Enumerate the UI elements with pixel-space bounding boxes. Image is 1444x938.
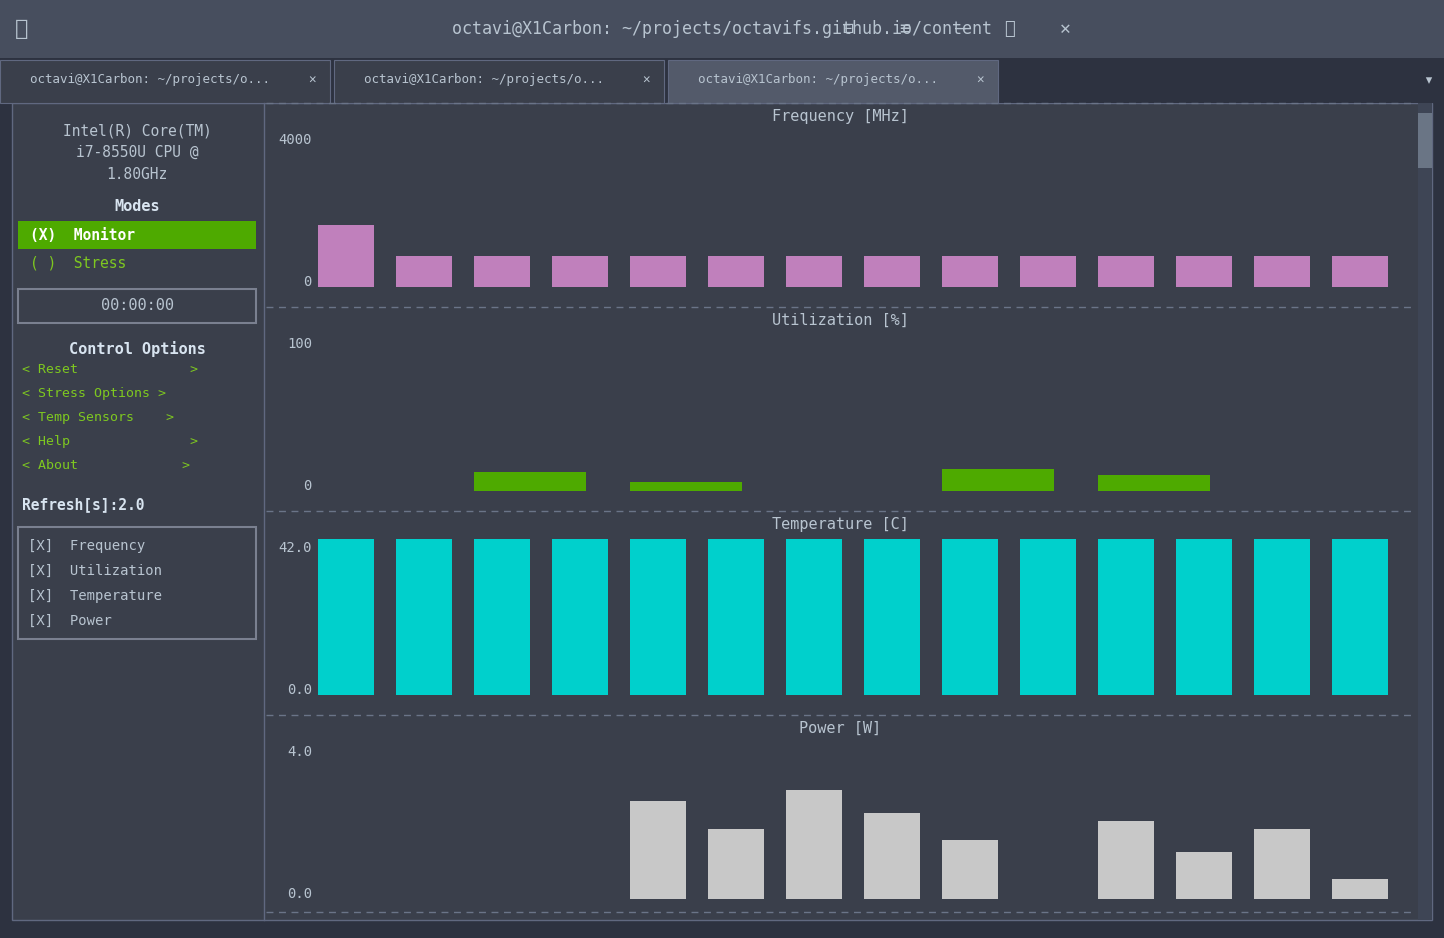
Bar	[318, 539, 374, 695]
Text: ( )  Stress: ( ) Stress	[30, 255, 126, 270]
Text: [X]  Frequency: [X] Frequency	[27, 539, 146, 553]
Bar	[669, 60, 998, 103]
Text: ▾: ▾	[1422, 71, 1432, 89]
Text: ✕: ✕	[976, 73, 983, 86]
Text: Utilization [%]: Utilization [%]	[771, 313, 908, 328]
Text: [X]  Temperature: [X] Temperature	[27, 589, 162, 603]
Text: < Help               >: < Help >	[22, 435, 198, 448]
Text: [X]  Utilization: [X] Utilization	[27, 564, 162, 578]
Bar	[864, 813, 920, 899]
Bar	[1253, 829, 1310, 899]
Text: < Reset              >: < Reset >	[22, 363, 198, 376]
Bar	[708, 539, 764, 695]
Bar	[1253, 256, 1310, 287]
Text: ⟳: ⟳	[1005, 20, 1015, 38]
Bar	[17, 289, 256, 323]
Bar	[318, 224, 374, 287]
Text: Temperature [C]: Temperature [C]	[771, 517, 908, 532]
Text: —: —	[954, 20, 966, 38]
Text: Modes: Modes	[114, 199, 160, 214]
Text: ≡: ≡	[900, 20, 910, 38]
Bar	[1331, 539, 1388, 695]
Text: octavi@X1Carbon: ~/projects/o...: octavi@X1Carbon: ~/projects/o...	[364, 73, 604, 86]
Text: Intel(R) Core(TM): Intel(R) Core(TM)	[62, 123, 211, 138]
Bar	[630, 539, 686, 695]
Bar	[396, 539, 452, 695]
Bar	[1253, 539, 1310, 695]
Text: ⊟: ⊟	[842, 20, 853, 38]
Text: 4000: 4000	[279, 133, 312, 147]
Bar	[1175, 256, 1232, 287]
Bar	[1418, 103, 1432, 920]
Text: 0: 0	[303, 275, 312, 289]
Text: 🔍: 🔍	[16, 19, 29, 39]
Text: octavi@X1Carbon: ~/projects/octavifs.github.io/content: octavi@X1Carbon: ~/projects/octavifs.git…	[452, 20, 992, 38]
Bar	[396, 256, 452, 287]
Text: Control Options: Control Options	[68, 341, 205, 357]
Text: 100: 100	[287, 337, 312, 351]
Bar	[786, 539, 842, 695]
Bar	[334, 60, 664, 103]
Bar	[474, 472, 586, 491]
Text: 4.0: 4.0	[287, 745, 312, 759]
Bar	[0, 60, 331, 103]
Bar	[630, 256, 686, 287]
Text: 0: 0	[303, 479, 312, 493]
Text: ✕: ✕	[308, 73, 316, 86]
Text: 42.0: 42.0	[279, 541, 312, 555]
Bar	[17, 221, 256, 249]
Text: i7-8550U CPU @: i7-8550U CPU @	[75, 145, 198, 160]
Text: 0.0: 0.0	[287, 887, 312, 901]
Bar	[0, 58, 1444, 103]
Text: Power [W]: Power [W]	[799, 721, 881, 736]
Text: Refresh[s]:2.0: Refresh[s]:2.0	[22, 497, 144, 512]
Text: < About             >: < About >	[22, 459, 191, 472]
Bar	[1097, 539, 1154, 695]
Bar	[941, 256, 998, 287]
Bar	[708, 829, 764, 899]
Text: octavi@X1Carbon: ~/projects/o...: octavi@X1Carbon: ~/projects/o...	[30, 73, 270, 86]
Bar	[552, 539, 608, 695]
Bar	[1097, 821, 1154, 899]
Bar	[1097, 256, 1154, 287]
Bar	[786, 790, 842, 899]
Bar	[12, 103, 1432, 920]
Bar	[1418, 113, 1432, 168]
Text: octavi@X1Carbon: ~/projects/o...: octavi@X1Carbon: ~/projects/o...	[697, 73, 939, 86]
Bar	[941, 539, 998, 695]
Bar	[552, 256, 608, 287]
Bar	[1331, 256, 1388, 287]
Bar	[1019, 256, 1076, 287]
Text: < Stress Options >: < Stress Options >	[22, 387, 166, 400]
Text: 00:00:00: 00:00:00	[101, 298, 173, 313]
Bar	[708, 256, 764, 287]
Bar	[630, 481, 742, 491]
Text: Frequency [MHz]: Frequency [MHz]	[771, 109, 908, 124]
Bar	[1331, 880, 1388, 899]
Bar	[864, 256, 920, 287]
Bar	[0, 0, 1444, 58]
Bar	[864, 539, 920, 695]
Bar	[474, 539, 530, 695]
Bar	[1175, 539, 1232, 695]
Bar	[1019, 539, 1076, 695]
Bar	[17, 527, 256, 639]
Text: 1.80GHz: 1.80GHz	[107, 167, 168, 182]
Text: ✕: ✕	[643, 73, 650, 86]
Text: [X]  Power: [X] Power	[27, 614, 111, 628]
Bar	[630, 801, 686, 899]
Bar	[474, 256, 530, 287]
Text: (X)  Monitor: (X) Monitor	[30, 228, 134, 243]
Text: < Temp Sensors    >: < Temp Sensors >	[22, 411, 173, 424]
Bar	[1175, 853, 1232, 899]
Bar	[1097, 476, 1210, 491]
Bar	[941, 469, 1054, 491]
Text: ✕: ✕	[1060, 20, 1070, 38]
Bar	[941, 840, 998, 899]
Bar	[786, 256, 842, 287]
Text: 0.0: 0.0	[287, 683, 312, 697]
